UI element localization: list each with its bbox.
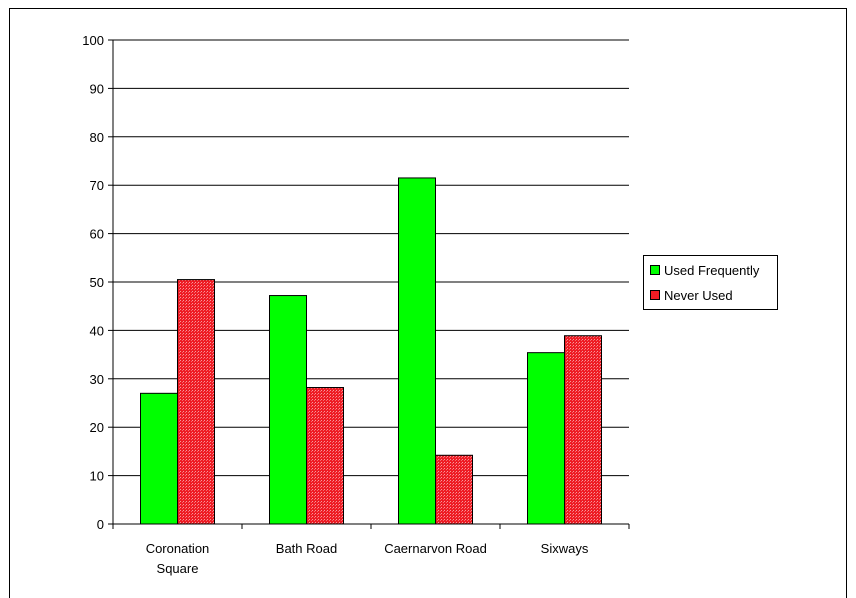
bar-used-frequently <box>527 352 565 525</box>
y-tick-label: 70 <box>90 178 104 193</box>
bar-never-used <box>306 387 344 525</box>
y-tick-label: 50 <box>90 275 104 290</box>
bar-used-frequently <box>269 295 307 525</box>
y-tick-label: 80 <box>90 130 104 145</box>
y-tick-label: 10 <box>90 469 104 484</box>
x-category-label: Square <box>157 561 199 576</box>
legend-item-used-frequently: Used Frequently <box>650 262 759 278</box>
bar-never-used <box>564 335 602 525</box>
bar-used-frequently <box>140 392 178 525</box>
x-category-label: Bath Road <box>276 541 337 556</box>
y-tick-label: 0 <box>97 517 104 532</box>
y-tick-label: 40 <box>90 323 104 338</box>
legend-item-never-used: Never Used <box>650 287 733 303</box>
x-category-label: Coronation <box>146 541 210 556</box>
x-category-label: Caernarvon Road <box>384 541 487 556</box>
bar-never-used <box>435 454 473 525</box>
bar-never-used <box>177 279 215 525</box>
y-tick-label: 90 <box>90 81 104 96</box>
y-tick-label: 20 <box>90 420 104 435</box>
bar-used-frequently <box>398 177 436 525</box>
x-category-label: Sixways <box>541 541 589 556</box>
legend-swatch-used-frequently <box>650 265 660 275</box>
y-tick-label: 30 <box>90 372 104 387</box>
chart-legend: Used Frequently Never Used <box>643 255 778 310</box>
chart-frame <box>9 8 847 598</box>
y-tick-label: 60 <box>90 227 104 242</box>
legend-label-used-frequently: Used Frequently <box>664 262 760 278</box>
legend-label-never-used: Never Used <box>664 287 733 303</box>
y-tick-label: 100 <box>82 33 104 48</box>
legend-swatch-never-used <box>650 290 660 300</box>
